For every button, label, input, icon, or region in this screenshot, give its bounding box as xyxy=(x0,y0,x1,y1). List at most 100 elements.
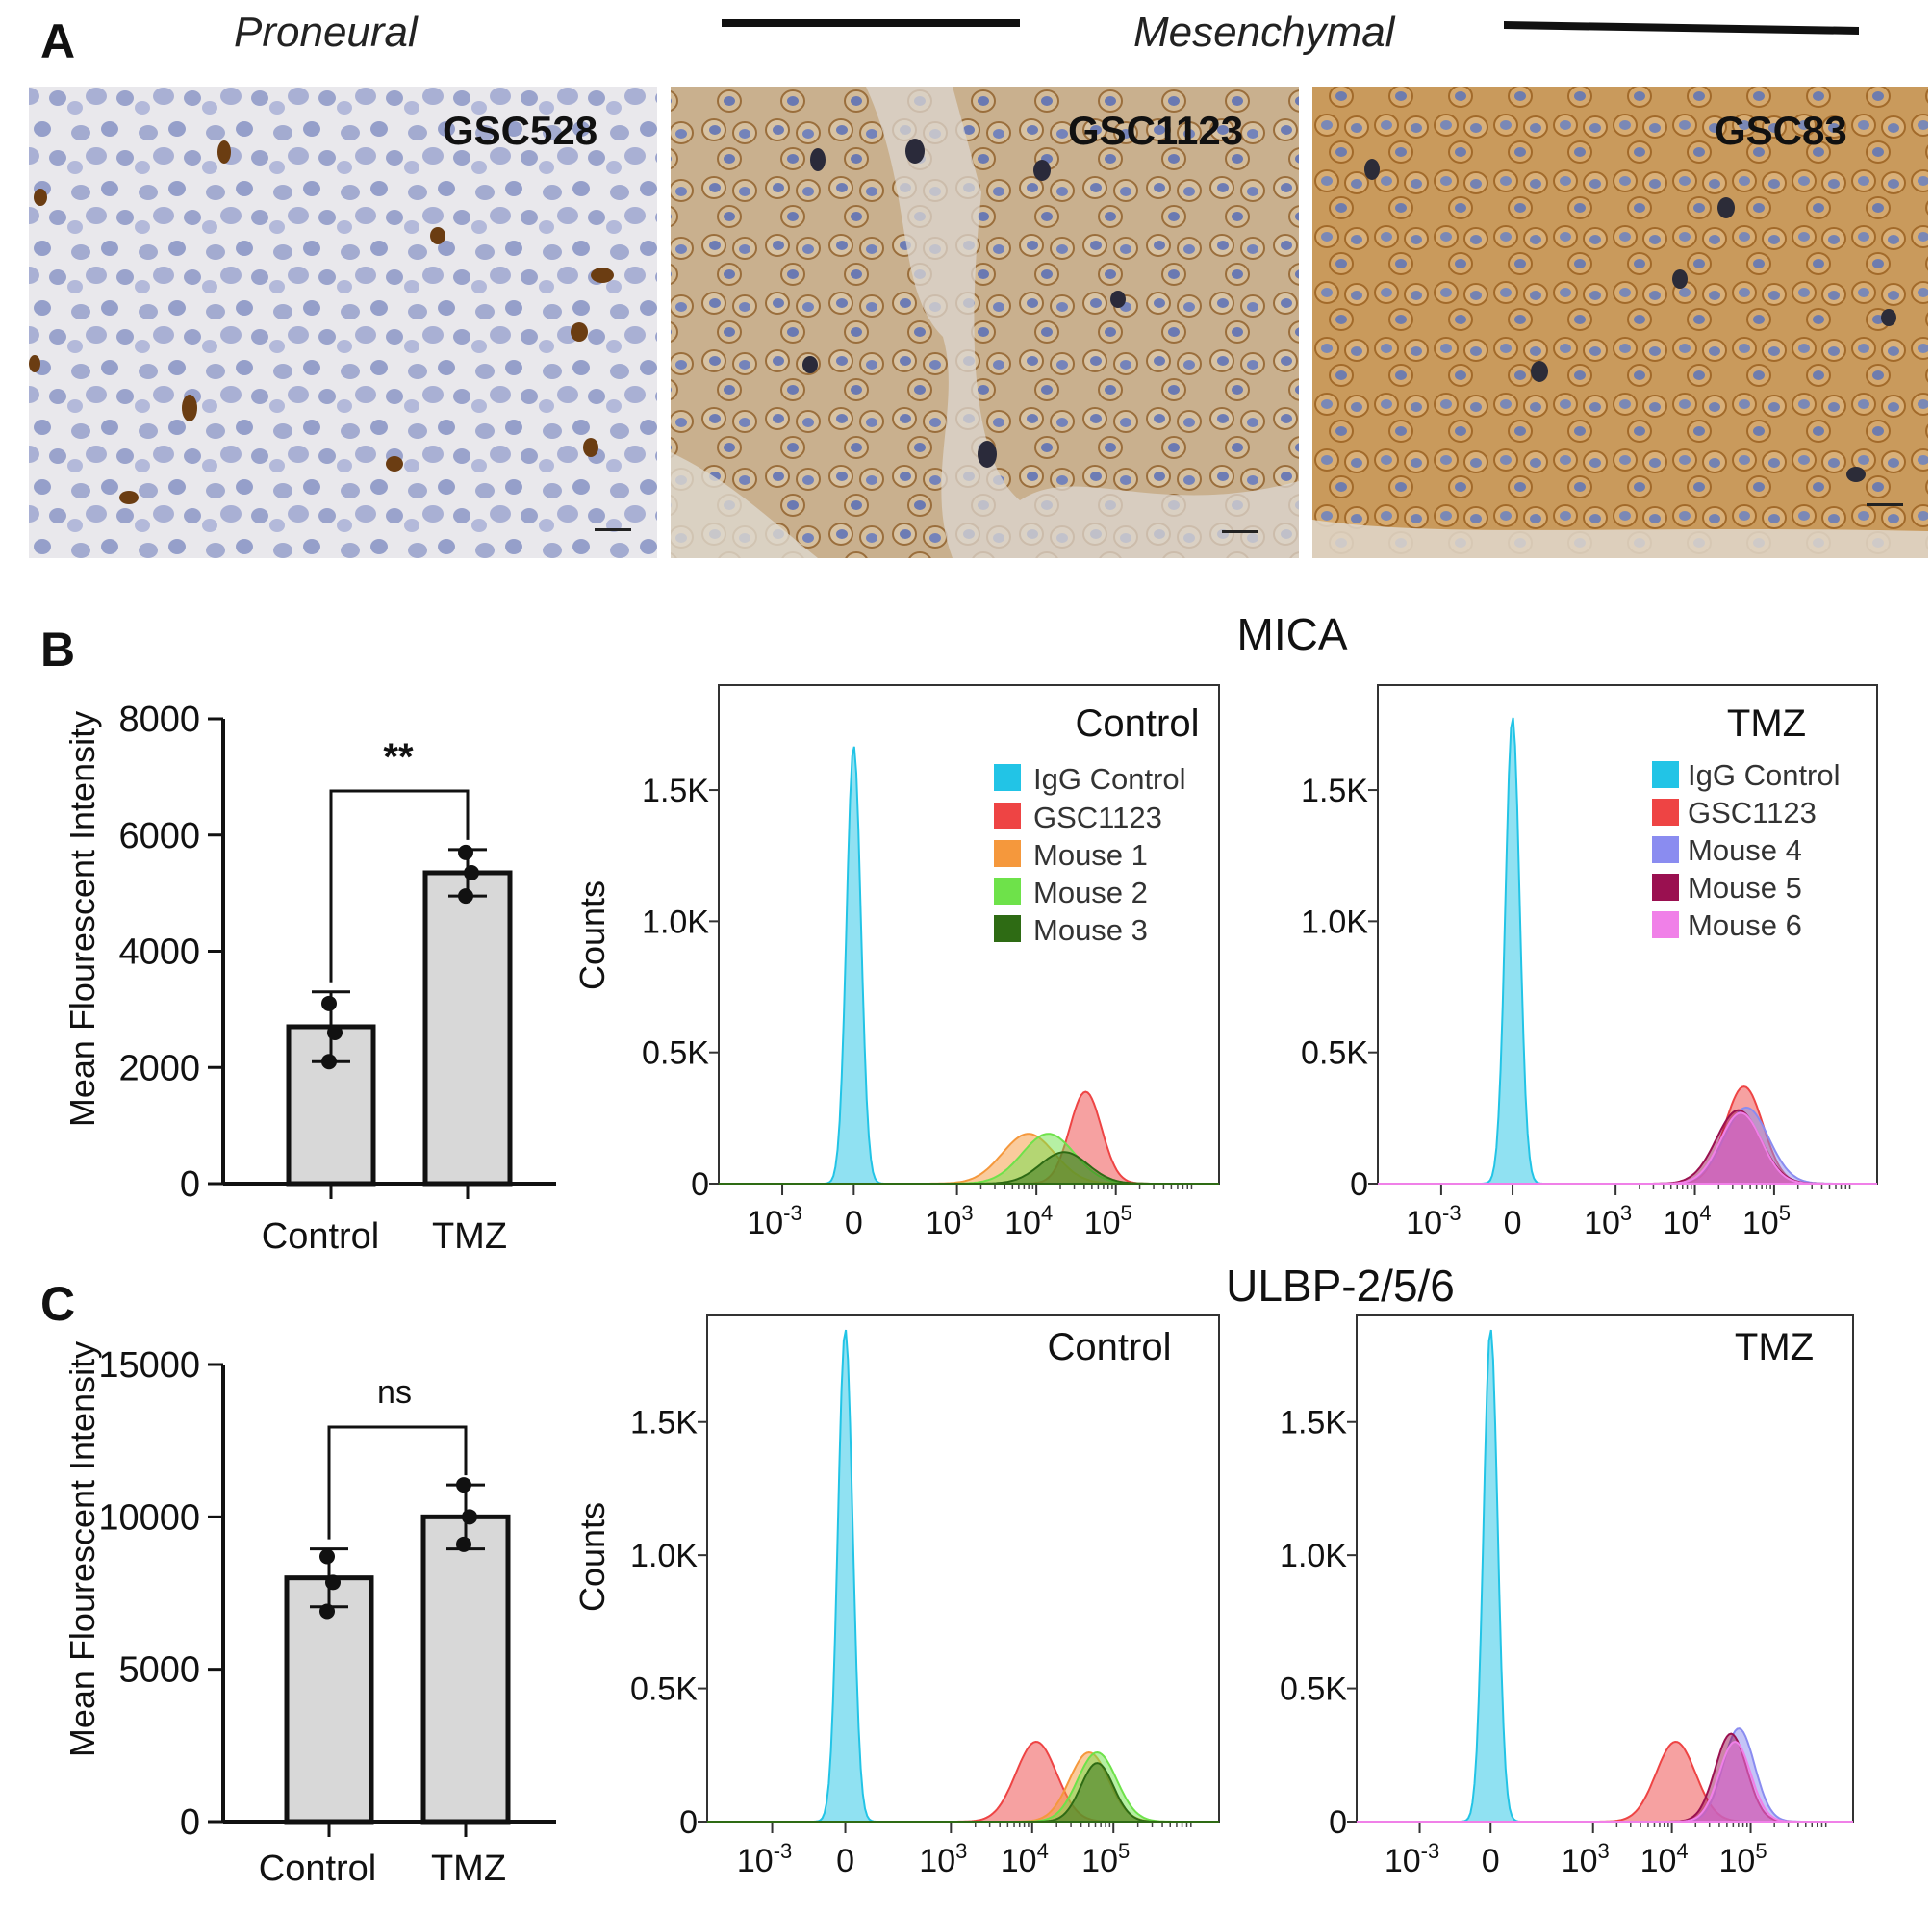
legend-label: GSC1123 xyxy=(1033,801,1162,834)
y-tick-label: 8000 xyxy=(118,700,200,740)
y-tick-label: 4000 xyxy=(118,932,200,973)
histogram-series xyxy=(1378,1109,1877,1185)
histogram-series xyxy=(707,1762,1219,1823)
histogram-series xyxy=(707,1740,1219,1823)
histogram-series xyxy=(1357,1329,1853,1823)
histogram-series xyxy=(707,1750,1219,1823)
histogram-mica-control: Counts 0 0.5K 1.0K 1.5K 10-3 0 103 104 105 Contr… xyxy=(572,684,1220,1241)
data-point xyxy=(458,844,473,860)
bar-category-label: Control xyxy=(262,1216,380,1257)
y-tick-label: 0 xyxy=(679,1804,698,1841)
y-tick-label: 0.5K xyxy=(1301,1035,1368,1072)
bar xyxy=(420,1514,511,1825)
histogram-series xyxy=(1357,1727,1853,1823)
data-point xyxy=(321,1054,337,1070)
histogram-series xyxy=(707,1750,1219,1823)
ihc-image-gsc528: GSC528 xyxy=(29,87,657,558)
legend-label: Mouse 1 xyxy=(1033,838,1148,872)
y-tick-label: 1.5K xyxy=(1280,1405,1347,1442)
legend-label: Mouse 3 xyxy=(1033,913,1148,947)
y-tick-label: 1.5K xyxy=(630,1405,698,1442)
y-tick-label: 1.5K xyxy=(1301,773,1368,809)
legend-swatch xyxy=(1652,761,1679,788)
ihc-image-gsc83: GSC83 xyxy=(1312,87,1928,558)
histogram-series xyxy=(719,1090,1219,1185)
legend: IgG Control GSC1123 Mouse 4 Mouse 5 Mous… xyxy=(1652,758,1841,942)
legend-swatch xyxy=(994,915,1021,942)
x-tick-label: 104 xyxy=(1004,1201,1053,1241)
data-point xyxy=(456,1536,471,1552)
x-tick-label: 104 xyxy=(1663,1201,1711,1241)
y-tick-label: 1.0K xyxy=(630,1538,698,1574)
histogram-series xyxy=(707,1329,1219,1823)
significance-label: ** xyxy=(383,736,414,778)
legend-label: Mouse 2 xyxy=(1033,876,1148,909)
x-tick-label: 105 xyxy=(1081,1839,1130,1879)
hist-title: TMZ xyxy=(1727,702,1806,745)
significance-label: ns xyxy=(377,1374,412,1411)
y-tick-label: 0 xyxy=(180,1802,200,1843)
hist-title: Control xyxy=(1048,1326,1172,1368)
x-tick-label: 10-3 xyxy=(737,1839,792,1879)
data-point xyxy=(325,1574,341,1591)
y-tick-label: 1.5K xyxy=(642,773,709,809)
x-tick-label: 103 xyxy=(1584,1201,1632,1241)
legend-label: Mouse 5 xyxy=(1688,871,1802,905)
y-tick-label: 1.0K xyxy=(642,904,709,940)
legend-swatch xyxy=(1652,874,1679,901)
y-tick-label: 0.5K xyxy=(630,1672,698,1708)
bar-category-label: Control xyxy=(259,1849,377,1889)
ihc-image-gsc1123: GSC1123 xyxy=(671,87,1299,558)
legend-swatch xyxy=(994,840,1021,867)
legend-label: Mouse 4 xyxy=(1688,833,1802,867)
bar-category-label: TMZ xyxy=(431,1849,506,1889)
significance-bracket xyxy=(329,789,470,983)
legend-label: IgG Control xyxy=(1033,762,1186,796)
x-tick-label: 103 xyxy=(1562,1839,1610,1879)
legend: IgG Control GSC1123 Mouse 1 Mouse 2 Mous… xyxy=(994,762,1186,947)
legend-label: Mouse 6 xyxy=(1688,908,1802,942)
bar-category-label: TMZ xyxy=(432,1216,507,1257)
data-point xyxy=(464,864,479,880)
hist-ylabel: Counts xyxy=(572,1502,612,1612)
legend-swatch xyxy=(994,803,1021,829)
section-title-ulbp: ULBP-2/5/6 xyxy=(1226,1261,1455,1311)
panel-label-c: C xyxy=(40,1277,75,1331)
data-point xyxy=(321,995,337,1011)
data-point xyxy=(456,1477,471,1493)
hist-ylabel: Counts xyxy=(572,880,612,990)
data-point xyxy=(319,1548,335,1565)
bar-ylabel: Mean Flourescent Intensity xyxy=(63,1341,102,1757)
x-tick-label: 0 xyxy=(836,1843,854,1879)
image-label-gsc83: GSC83 xyxy=(1715,108,1847,153)
panel-label-b: B xyxy=(40,623,75,676)
histogram-mica-tmz: 0 0.5K 1.0K 1.5K 10-3 0 103 104 105 TMZ IgG Cont… xyxy=(1301,684,1878,1241)
subtype-proneural-label: Proneural xyxy=(234,9,419,56)
bar-chart-ulbp: Mean Flourescent Intensity 0 5000 10000 150… xyxy=(63,1341,556,1889)
y-tick-label: 0.5K xyxy=(642,1035,709,1072)
histogram-series xyxy=(1357,1740,1853,1823)
panel-label-a: A xyxy=(40,14,75,68)
y-tick-label: 0 xyxy=(691,1166,709,1203)
y-tick-label: 5000 xyxy=(118,1650,200,1691)
legend-swatch xyxy=(1652,799,1679,826)
data-point xyxy=(319,1603,335,1620)
data-point xyxy=(458,888,473,905)
x-tick-label: 104 xyxy=(1001,1839,1049,1879)
image-label-gsc1123: GSC1123 xyxy=(1068,108,1243,153)
y-tick-label: 0 xyxy=(1350,1166,1368,1203)
histogram-series xyxy=(719,1151,1219,1185)
y-tick-label: 0.5K xyxy=(1280,1672,1347,1708)
bar xyxy=(422,870,513,1187)
histogram-series xyxy=(719,1133,1219,1185)
histogram-ulbp-control: Counts 0 0.5K 1.0K 1.5K 10-3 0 103 104 105 Contr… xyxy=(572,1314,1220,1879)
y-tick-label: 1.0K xyxy=(1301,904,1368,940)
x-tick-label: 105 xyxy=(1718,1839,1767,1879)
x-tick-label: 10-3 xyxy=(1385,1839,1439,1879)
y-tick-label: 1.0K xyxy=(1280,1538,1347,1574)
significance-bracket xyxy=(327,1425,468,1540)
y-tick-label: 10000 xyxy=(98,1497,200,1538)
bar-ylabel: Mean Flourescent Intensity xyxy=(63,711,102,1127)
x-tick-label: 0 xyxy=(1504,1205,1522,1241)
